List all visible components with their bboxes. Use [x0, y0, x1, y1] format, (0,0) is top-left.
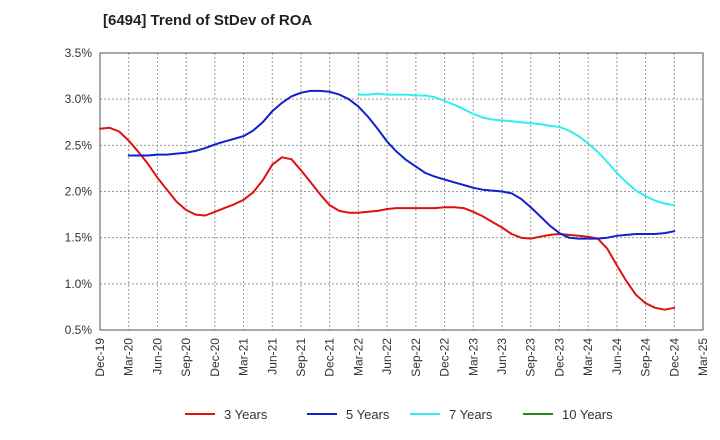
- x-tick-label: Mar-20: [122, 338, 136, 376]
- x-tick-label: Jun-24: [610, 338, 624, 375]
- x-tick-label: Jun-23: [495, 338, 509, 375]
- y-axis-ticks: 0.5% 1.0% 1.5% 2.0% 2.5% 3.0% 3.5%: [65, 46, 93, 337]
- x-tick-label: Mar-22: [351, 338, 365, 376]
- x-tick-label: Dec-21: [323, 338, 337, 377]
- y-tick-label: 1.5%: [65, 231, 93, 245]
- legend: 3 Years 5 Years 7 Years 10 Years: [185, 407, 613, 422]
- x-axis-ticks: Dec-19 Mar-20 Jun-20 Sep-20 Dec-20 Mar-21 Jun-…: [93, 338, 710, 377]
- x-tick-label: Dec-20: [208, 338, 222, 377]
- legend-label-3-years: 3 Years: [224, 407, 268, 422]
- series-lines: [99, 89, 676, 311]
- x-tick-label: Sep-20: [179, 338, 193, 377]
- x-tick-label: Sep-24: [639, 338, 653, 377]
- x-tick-label: Sep-23: [524, 338, 538, 377]
- y-tick-label: 3.5%: [65, 46, 93, 60]
- x-tick-label: Jun-20: [150, 338, 164, 375]
- x-tick-label: Mar-23: [466, 338, 480, 376]
- x-tick-label: Dec-23: [552, 338, 566, 377]
- x-tick-label: Dec-19: [93, 338, 107, 377]
- x-tick-label: Sep-22: [409, 338, 423, 377]
- chart-title: [6494] Trend of StDev of ROA: [103, 12, 313, 29]
- x-tick-label: Jun-22: [380, 338, 394, 375]
- x-tick-label: Mar-21: [237, 338, 251, 376]
- x-tick-label: Dec-24: [667, 338, 681, 377]
- y-tick-label: 3.0%: [65, 92, 93, 106]
- legend-label-7-years: 7 Years: [449, 407, 493, 422]
- series-line-5-years: [127, 89, 676, 240]
- legend-label-5-years: 5 Years: [346, 407, 390, 422]
- x-tick-label: Mar-24: [581, 338, 595, 376]
- series-line-7-years: [357, 92, 676, 207]
- series-line-3-years: [99, 126, 676, 311]
- x-tick-label: Jun-21: [265, 338, 279, 375]
- x-tick-label: Sep-21: [294, 338, 308, 377]
- y-tick-label: 2.5%: [65, 138, 93, 152]
- grid: [100, 53, 703, 330]
- legend-label-10-years: 10 Years: [562, 407, 613, 422]
- y-tick-label: 1.0%: [65, 277, 93, 291]
- x-tick-label: Mar-25: [696, 338, 710, 376]
- x-tick-label: Dec-22: [438, 338, 452, 377]
- y-tick-label: 2.0%: [65, 185, 93, 199]
- y-tick-label: 0.5%: [65, 323, 93, 337]
- plot-area: [99, 52, 704, 331]
